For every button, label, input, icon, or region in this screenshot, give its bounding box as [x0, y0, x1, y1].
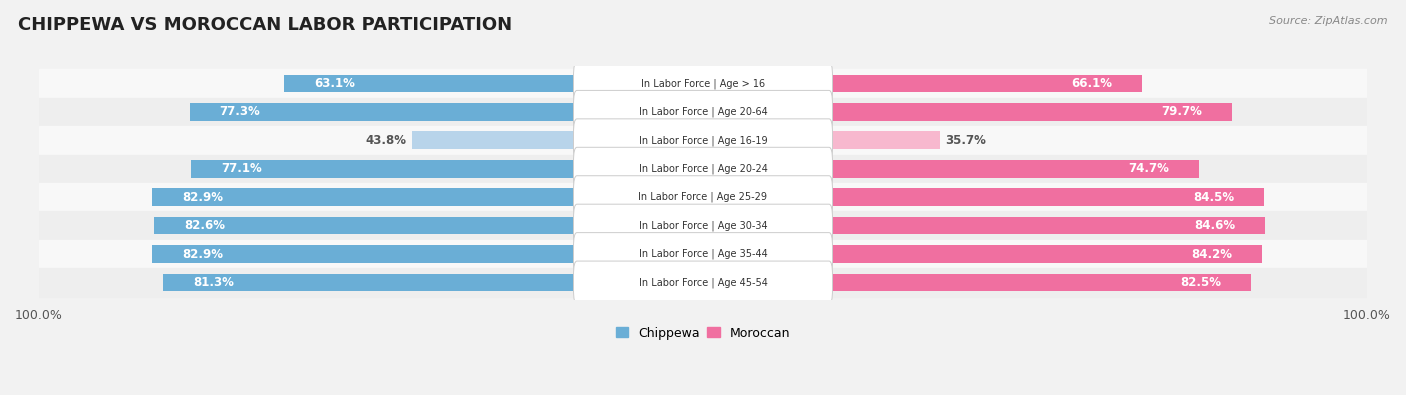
Text: 66.1%: 66.1% — [1071, 77, 1112, 90]
Text: 82.6%: 82.6% — [184, 219, 225, 232]
Legend: Chippewa, Moroccan: Chippewa, Moroccan — [610, 322, 796, 345]
Bar — [39, 69, 1367, 98]
Bar — [39, 211, 1367, 240]
Bar — [39, 183, 1367, 211]
Text: In Labor Force | Age 20-24: In Labor Force | Age 20-24 — [638, 164, 768, 174]
Text: CHIPPEWA VS MOROCCAN LABOR PARTICIPATION: CHIPPEWA VS MOROCCAN LABOR PARTICIPATION — [18, 16, 512, 34]
Text: 79.7%: 79.7% — [1161, 105, 1202, 118]
Bar — [39, 126, 1367, 154]
Bar — [152, 245, 703, 263]
Text: In Labor Force | Age 35-44: In Labor Force | Age 35-44 — [638, 249, 768, 260]
Bar — [703, 75, 1142, 92]
Text: Source: ZipAtlas.com: Source: ZipAtlas.com — [1270, 16, 1388, 26]
Bar — [39, 98, 1367, 126]
Bar — [703, 132, 941, 149]
FancyBboxPatch shape — [574, 119, 832, 162]
FancyBboxPatch shape — [574, 90, 832, 133]
Text: 43.8%: 43.8% — [366, 134, 406, 147]
Text: In Labor Force | Age 45-54: In Labor Force | Age 45-54 — [638, 277, 768, 288]
Bar — [703, 160, 1199, 178]
Text: 82.5%: 82.5% — [1180, 276, 1220, 289]
Bar — [190, 103, 703, 121]
Text: 84.6%: 84.6% — [1194, 219, 1234, 232]
Text: In Labor Force | Age > 16: In Labor Force | Age > 16 — [641, 78, 765, 88]
Bar — [703, 217, 1265, 235]
Bar — [703, 274, 1251, 292]
Bar — [412, 132, 703, 149]
Bar — [703, 245, 1263, 263]
Text: 81.3%: 81.3% — [193, 276, 233, 289]
Text: 74.7%: 74.7% — [1128, 162, 1170, 175]
Bar — [191, 160, 703, 178]
Bar — [152, 188, 703, 206]
Bar — [39, 268, 1367, 297]
Text: 63.1%: 63.1% — [314, 77, 354, 90]
Bar — [39, 240, 1367, 268]
Text: In Labor Force | Age 20-64: In Labor Force | Age 20-64 — [638, 107, 768, 117]
FancyBboxPatch shape — [574, 62, 832, 105]
Text: 84.5%: 84.5% — [1194, 191, 1234, 204]
Text: 77.1%: 77.1% — [221, 162, 262, 175]
Text: In Labor Force | Age 30-34: In Labor Force | Age 30-34 — [638, 220, 768, 231]
Bar — [703, 103, 1232, 121]
Text: 84.2%: 84.2% — [1191, 248, 1232, 261]
Bar — [284, 75, 703, 92]
Bar — [163, 274, 703, 292]
Text: 35.7%: 35.7% — [945, 134, 986, 147]
Bar — [703, 188, 1264, 206]
Bar — [155, 217, 703, 235]
Text: 82.9%: 82.9% — [183, 191, 224, 204]
FancyBboxPatch shape — [574, 176, 832, 219]
FancyBboxPatch shape — [574, 233, 832, 276]
Text: In Labor Force | Age 25-29: In Labor Force | Age 25-29 — [638, 192, 768, 203]
Text: 77.3%: 77.3% — [219, 105, 260, 118]
FancyBboxPatch shape — [574, 147, 832, 190]
Text: 82.9%: 82.9% — [183, 248, 224, 261]
FancyBboxPatch shape — [574, 261, 832, 304]
Text: In Labor Force | Age 16-19: In Labor Force | Age 16-19 — [638, 135, 768, 145]
Bar — [39, 154, 1367, 183]
FancyBboxPatch shape — [574, 204, 832, 247]
